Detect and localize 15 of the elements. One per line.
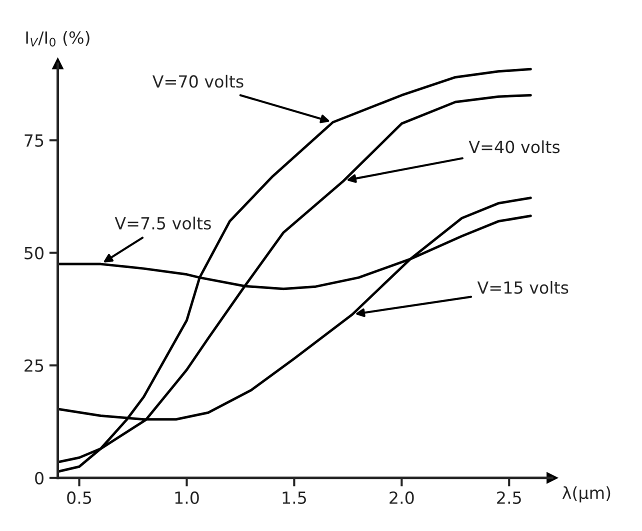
y-tick-label: 25 (24, 359, 44, 372)
y-tick-label: 0 (35, 472, 44, 484)
y-tick-label: 50 (24, 246, 44, 260)
x-tick-label: 0.5 (67, 491, 92, 504)
x-tick-label: 1.0 (175, 491, 199, 504)
x-tick-label: 1.5 (282, 492, 306, 504)
annotation: V=40 volts (468, 140, 560, 154)
annotation: V=15 volts (477, 280, 568, 294)
annotation: V=70 volts (152, 74, 244, 88)
y-axis-title: I$_{V}$/I$_{0}$ (%) (26, 31, 90, 47)
x-axis-title: λ(μm) (562, 486, 610, 502)
x-tick-label: 2.5 (497, 491, 521, 504)
annotation: V=7.5 volts (114, 216, 211, 230)
y-tick-label: 75 (24, 134, 44, 147)
x-tick-label: 2.0 (390, 491, 414, 504)
